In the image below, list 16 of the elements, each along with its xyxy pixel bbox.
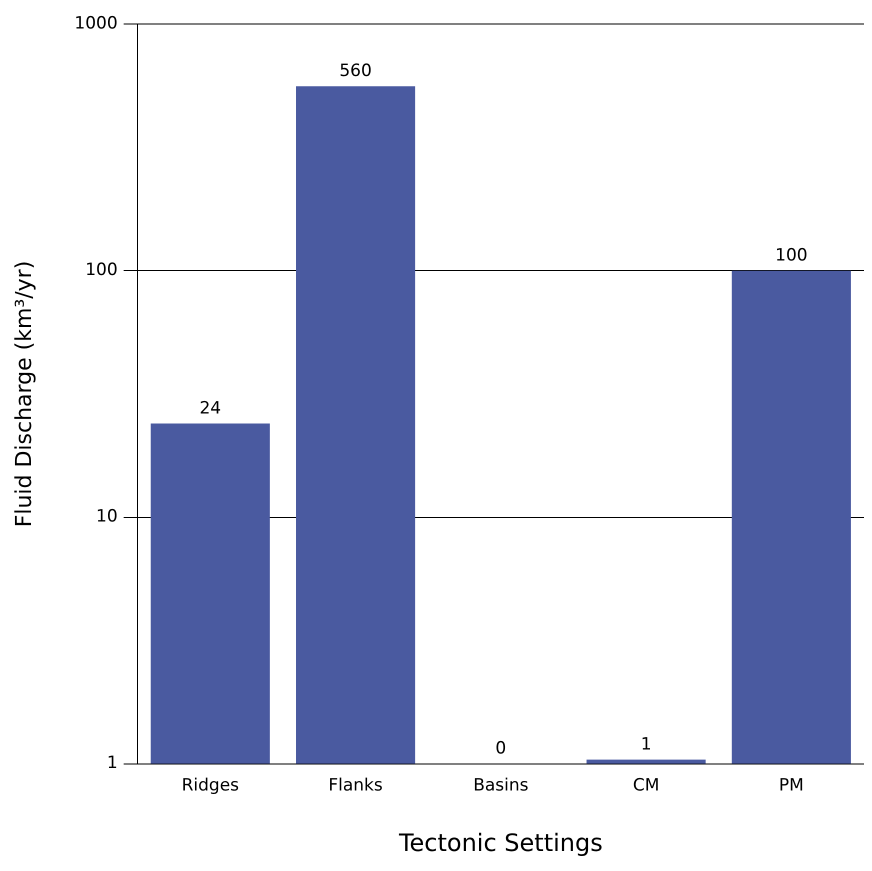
x-tick-label: Flanks bbox=[328, 775, 383, 796]
y-axis-title: Fluid Discharge (km³/yr) bbox=[12, 260, 37, 528]
data-label: 1 bbox=[640, 734, 652, 755]
y-tick-label: 1 bbox=[106, 753, 118, 774]
y-tick-label: 100 bbox=[85, 260, 118, 280]
text: 0 bbox=[495, 738, 506, 759]
data-label: 560 bbox=[339, 61, 372, 82]
x-axis-title: Tectonic Settings bbox=[398, 828, 603, 857]
y-tick-label: 10 bbox=[96, 506, 118, 527]
x-tick-label: Basins bbox=[473, 775, 529, 796]
data-label: 24 bbox=[199, 398, 222, 418]
x-tick-label: Ridges bbox=[182, 775, 240, 796]
data-label: 100 bbox=[775, 246, 808, 266]
x-tick-label: PM bbox=[778, 775, 804, 796]
x-tick-label: CM bbox=[632, 775, 660, 796]
y-tick-label: 1000 bbox=[74, 14, 118, 34]
